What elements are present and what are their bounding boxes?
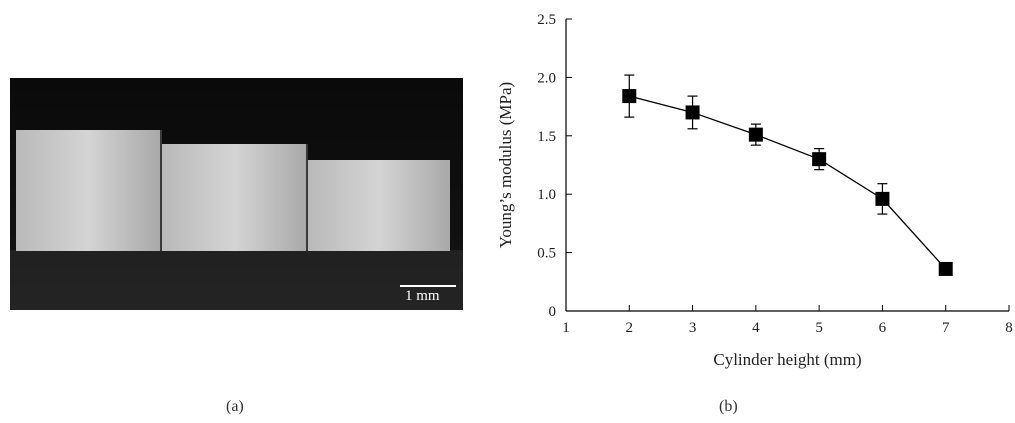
- y-tick-label: 1.0: [537, 187, 556, 203]
- x-tick-label: 1: [562, 320, 570, 336]
- cylinder-photo: 1 mm: [10, 78, 463, 310]
- x-tick-label: 5: [815, 320, 823, 336]
- y-tick-label: 0: [549, 304, 557, 320]
- panel-label-a: (a): [226, 398, 244, 415]
- chart-series: [622, 74, 953, 276]
- cylinder-tallest: [16, 130, 160, 251]
- cylinder-middle: [162, 144, 307, 251]
- data-point: [938, 261, 953, 276]
- y-tick-label: 1.5: [537, 129, 556, 145]
- y-axis-title: Young’s modulus (MPa): [496, 82, 515, 248]
- x-tick-label: 8: [1005, 320, 1013, 336]
- cylinder-photo-drawing: [10, 78, 463, 310]
- x-tick-label: 3: [689, 320, 697, 336]
- series-line: [629, 95, 947, 270]
- x-axis-title: Cylinder height (mm): [713, 350, 861, 369]
- data-point: [622, 89, 637, 104]
- chart-tick-labels: 1 2 3 4 5 6 7 8 0 0.5 1.0 1.5 2.0 2.5: [537, 12, 1013, 336]
- modulus-chart: 1 2 3 4 5 6 7 8 0 0.5 1.0 1.5 2.0 2.5 Cylinder height…: [496, 12, 1013, 369]
- chart-axes: [565, 18, 1010, 312]
- x-tick-label: 7: [942, 320, 950, 336]
- scale-bar: [400, 285, 456, 287]
- panel-label-b: (b): [719, 398, 738, 415]
- cylinder-shortest: [308, 160, 450, 251]
- x-tick-label: 4: [752, 320, 760, 336]
- y-tick-label: 2.5: [537, 12, 556, 28]
- y-tick-label: 2.0: [537, 70, 556, 86]
- data-point: [812, 152, 827, 167]
- x-tick-label: 2: [626, 320, 634, 336]
- y-tick-label: 0.5: [537, 246, 556, 262]
- data-point: [685, 105, 700, 120]
- x-tick-label: 6: [879, 320, 887, 336]
- data-point: [875, 191, 890, 206]
- data-point: [748, 127, 763, 142]
- scale-bar-label: 1 mm: [405, 288, 440, 304]
